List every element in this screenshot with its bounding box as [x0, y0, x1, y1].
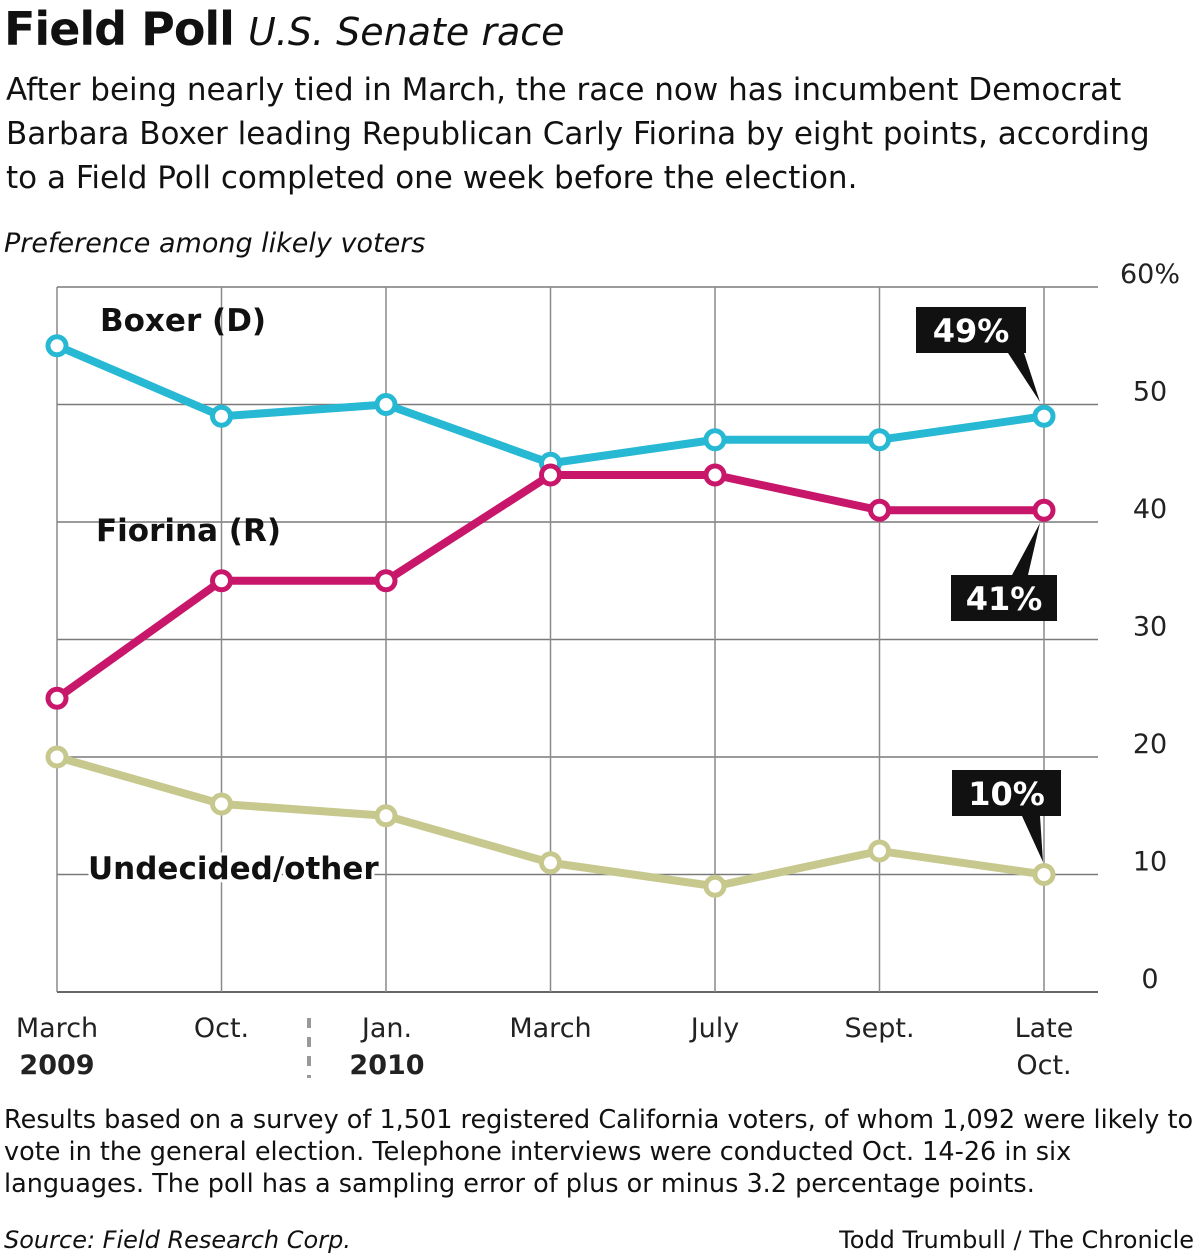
data-point	[703, 428, 727, 452]
callout-value: 49%	[933, 312, 1010, 350]
x-tick-label: July	[689, 1013, 740, 1044]
data-point	[539, 851, 562, 875]
y-tick-label: 50	[1133, 377, 1167, 408]
data-point	[374, 393, 398, 416]
methodology-note: Results based on a survey of 1,501 regis…	[4, 1105, 1194, 1199]
data-point	[374, 569, 398, 593]
callout-box	[916, 307, 1026, 353]
data-point	[210, 569, 233, 593]
callout-badge: 10%	[952, 770, 1061, 862]
data-point	[45, 745, 69, 769]
callout-pointer	[1022, 816, 1043, 862]
x-tick-label-year: 2010	[349, 1050, 424, 1081]
data-point	[868, 839, 891, 863]
y-axis-label: Preference among likely voters	[4, 228, 426, 259]
x-tick-label: Jan.	[360, 1013, 412, 1044]
source-line: Source: Field Research Corp.	[4, 1226, 351, 1254]
data-point	[1032, 404, 1056, 428]
callout-badge: 41%	[951, 523, 1057, 621]
y-tick-label: 60%	[1120, 259, 1180, 290]
data-point	[868, 498, 891, 522]
data-point	[1032, 863, 1056, 886]
callout-box	[951, 575, 1057, 621]
callout-pointer	[1008, 353, 1040, 402]
chart-title: Field Poll	[4, 2, 235, 56]
data-point	[1032, 498, 1056, 522]
x-tick-label: Oct.	[194, 1013, 249, 1044]
y-tick-label: 0	[1141, 964, 1158, 995]
series-label: Boxer (D)	[100, 303, 266, 339]
x-tick-label: Sept.	[844, 1013, 914, 1044]
callout-value: 41%	[966, 580, 1043, 618]
y-tick-label: 10	[1133, 847, 1167, 878]
data-point	[539, 463, 562, 487]
x-tick-label-year: Oct.	[1016, 1050, 1071, 1081]
data-point	[45, 334, 69, 358]
y-tick-label: 30	[1133, 612, 1167, 643]
chart-subtitle: U.S. Senate race	[247, 10, 565, 54]
series-label: Fiorina (R)	[96, 513, 281, 549]
y-tick-label: 20	[1133, 729, 1167, 760]
data-point	[703, 874, 727, 898]
data-point	[374, 804, 398, 828]
y-tick-label: 40	[1133, 494, 1167, 525]
data-point	[703, 463, 727, 487]
line-chart: 0 10 20 30 40 50 60% March 2009 Oct. Jan. 2010 March…	[16, 259, 1180, 1081]
data-point	[868, 428, 891, 452]
credit-line: Todd Trumbull / The Chronicle	[839, 1226, 1194, 1254]
x-tick-label-year: 2009	[19, 1050, 94, 1081]
callout-box	[952, 770, 1061, 816]
data-point	[45, 686, 69, 710]
series-label: Undecided/other	[88, 851, 379, 887]
chart-dek: After being nearly tied in March, the ra…	[6, 72, 1150, 196]
x-tick-label: March	[509, 1013, 591, 1044]
x-tick-label: March	[16, 1013, 98, 1044]
callout-value: 10%	[968, 775, 1045, 813]
x-tick-label: Late	[1015, 1013, 1074, 1044]
callout-pointer	[1012, 523, 1040, 575]
callout-badge: 49%	[916, 307, 1040, 402]
data-point	[210, 404, 233, 428]
chart-title-block: Field Poll U.S. Senate race	[4, 2, 565, 56]
data-point	[210, 792, 233, 816]
